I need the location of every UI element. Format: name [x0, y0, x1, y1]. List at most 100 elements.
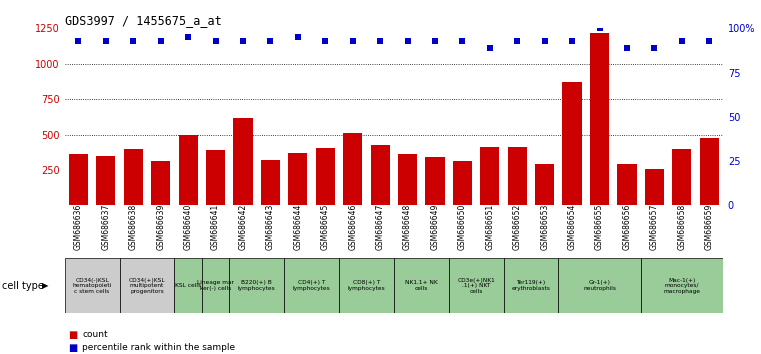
Bar [559, 258, 641, 313]
Bar [202, 258, 229, 313]
Point [319, 38, 331, 44]
Text: CD34(+)KSL
multipotent
progenitors: CD34(+)KSL multipotent progenitors [129, 278, 165, 294]
Bar [562, 82, 581, 205]
Bar [480, 147, 499, 205]
Text: CD4(+) T
lymphocytes: CD4(+) T lymphocytes [293, 280, 330, 291]
Text: GSM686656: GSM686656 [622, 204, 632, 250]
Text: ■: ■ [68, 343, 78, 353]
Bar [123, 149, 143, 205]
Point [429, 38, 441, 44]
Bar [393, 258, 449, 313]
Text: count: count [82, 330, 108, 339]
Point [648, 45, 661, 51]
Point [457, 38, 469, 44]
Bar [96, 156, 116, 205]
Text: GSM686653: GSM686653 [540, 204, 549, 250]
Bar [174, 258, 202, 313]
Text: GSM686645: GSM686645 [320, 204, 330, 250]
Text: GSM686646: GSM686646 [349, 204, 357, 250]
Text: GSM686648: GSM686648 [403, 204, 412, 250]
Point [539, 38, 551, 44]
Text: CD34(-)KSL
hematopoieti
c stem cells: CD34(-)KSL hematopoieti c stem cells [72, 278, 112, 294]
Text: GSM686658: GSM686658 [677, 204, 686, 250]
Point [374, 38, 386, 44]
Text: CD3e(+)NK1
.1(+) NKT
cells: CD3e(+)NK1 .1(+) NKT cells [457, 278, 495, 294]
Point [703, 38, 715, 44]
Text: KSL cells: KSL cells [175, 283, 201, 289]
Text: GSM686643: GSM686643 [266, 204, 275, 250]
Bar [641, 258, 723, 313]
Text: cell type: cell type [2, 281, 44, 291]
Text: GSM686651: GSM686651 [486, 204, 495, 250]
Text: Ter119(+)
erythroblasts: Ter119(+) erythroblasts [511, 280, 550, 291]
Text: Mac-1(+)
monocytes/
macrophage: Mac-1(+) monocytes/ macrophage [664, 278, 700, 294]
Text: GSM686647: GSM686647 [376, 204, 384, 250]
Point [154, 38, 167, 44]
Bar [504, 258, 559, 313]
Bar [645, 169, 664, 205]
Bar [288, 153, 307, 205]
Text: B220(+) B
lymphocytes: B220(+) B lymphocytes [237, 280, 275, 291]
Text: GDS3997 / 1455675_a_at: GDS3997 / 1455675_a_at [65, 14, 221, 27]
Bar [449, 258, 504, 313]
Text: Gr-1(+)
neutrophils: Gr-1(+) neutrophils [583, 280, 616, 291]
Bar [508, 147, 527, 205]
Text: GSM686639: GSM686639 [156, 204, 165, 250]
Text: GSM686641: GSM686641 [211, 204, 220, 250]
Point [511, 38, 524, 44]
Point [127, 38, 139, 44]
Point [402, 38, 414, 44]
Text: GSM686649: GSM686649 [431, 204, 439, 250]
Text: GSM686655: GSM686655 [595, 204, 604, 250]
Bar [590, 33, 609, 205]
Bar [535, 164, 554, 205]
Bar [151, 161, 170, 205]
Text: GSM686642: GSM686642 [238, 204, 247, 250]
Text: percentile rank within the sample: percentile rank within the sample [82, 343, 235, 352]
Point [291, 34, 304, 40]
Bar [65, 258, 119, 313]
Bar [699, 138, 719, 205]
Bar [179, 135, 198, 205]
Text: ■: ■ [68, 330, 78, 339]
Text: GSM686650: GSM686650 [458, 204, 467, 250]
Bar [206, 150, 225, 205]
Bar [371, 145, 390, 205]
Point [621, 45, 633, 51]
Text: GSM686654: GSM686654 [568, 204, 577, 250]
Bar [453, 161, 472, 205]
Bar [343, 133, 362, 205]
Text: GSM686636: GSM686636 [74, 204, 83, 250]
Bar [261, 160, 280, 205]
Bar [398, 154, 417, 205]
Bar [617, 164, 636, 205]
Text: GSM686640: GSM686640 [183, 204, 193, 250]
Bar [672, 149, 692, 205]
Text: GSM686652: GSM686652 [513, 204, 522, 250]
Text: Lineage mar
ker(-) cells: Lineage mar ker(-) cells [197, 280, 234, 291]
Text: GSM686644: GSM686644 [293, 204, 302, 250]
Text: ▶: ▶ [42, 281, 49, 290]
Point [346, 38, 358, 44]
Bar [316, 148, 335, 205]
Point [566, 38, 578, 44]
Bar [339, 258, 393, 313]
Bar [234, 118, 253, 205]
Text: CD8(+) T
lymphocytes: CD8(+) T lymphocytes [348, 280, 385, 291]
Point [182, 34, 194, 40]
Text: NK1.1+ NK
cells: NK1.1+ NK cells [405, 280, 438, 291]
Point [100, 38, 112, 44]
Text: GSM686638: GSM686638 [129, 204, 138, 250]
Point [72, 38, 84, 44]
Point [209, 38, 221, 44]
Bar [229, 258, 284, 313]
Bar [425, 157, 444, 205]
Point [594, 25, 606, 31]
Point [264, 38, 276, 44]
Point [676, 38, 688, 44]
Bar [68, 154, 88, 205]
Bar [119, 258, 174, 313]
Point [484, 45, 496, 51]
Text: GSM686637: GSM686637 [101, 204, 110, 250]
Text: GSM686659: GSM686659 [705, 204, 714, 250]
